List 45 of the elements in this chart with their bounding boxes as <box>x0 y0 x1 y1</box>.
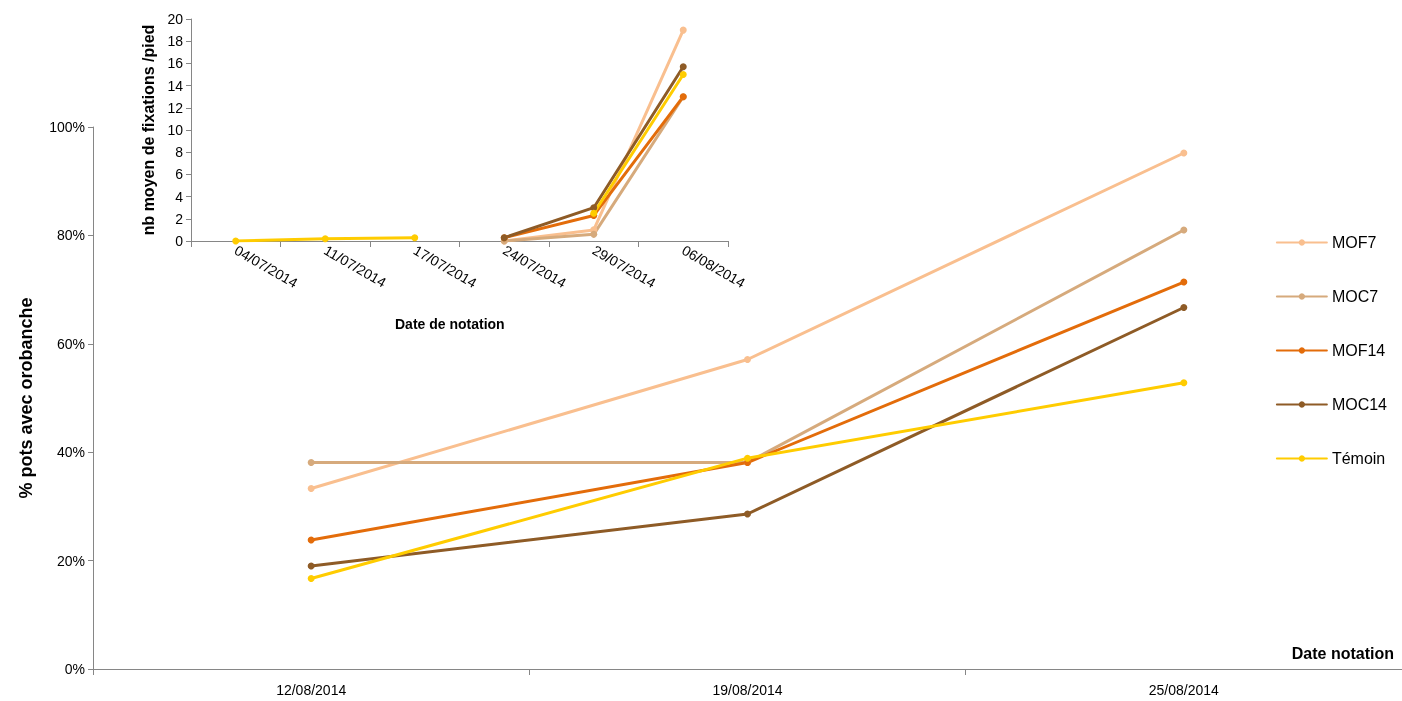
y-tick-label: 0 <box>175 233 184 249</box>
point <box>744 510 751 518</box>
point <box>321 235 329 243</box>
legend-label: MOC7 <box>1331 288 1379 305</box>
x-tick-label: 12/08/2014 <box>276 682 347 698</box>
point <box>1180 303 1188 311</box>
y-tick-label: 16 <box>167 55 184 72</box>
y-axis-title: % pots avec orobanche <box>16 297 36 499</box>
point <box>307 485 315 493</box>
legend-label: MOF14 <box>1331 342 1386 359</box>
y-tick-label: 100% <box>49 119 85 135</box>
y-tick-label: 2 <box>175 210 184 227</box>
legend-label: MOC14 <box>1331 396 1388 413</box>
y-tick-label: 80% <box>56 227 85 244</box>
point <box>679 26 687 34</box>
y-tick-label: 20 <box>167 11 184 27</box>
y-tick-label: 18 <box>167 33 184 50</box>
y-tick-label: 40% <box>56 444 85 461</box>
point <box>1180 379 1188 387</box>
y-tick-label: 12 <box>167 99 184 116</box>
x-axis-title: Date de notation <box>395 316 505 332</box>
point <box>679 71 687 78</box>
y-tick-label: 8 <box>175 144 184 161</box>
x-tick-label: 19/08/2014 <box>712 682 783 698</box>
y-tick-label: 14 <box>167 77 184 94</box>
point <box>1180 226 1188 234</box>
y-tick-label: 20% <box>56 552 85 569</box>
y-tick-label: 0% <box>64 661 85 677</box>
y-tick-label: 4 <box>175 188 184 205</box>
point <box>232 237 240 245</box>
point <box>744 356 751 364</box>
x-tick-label: 25/08/2014 <box>1148 682 1220 698</box>
y-tick-label: 60% <box>56 335 85 352</box>
legend-label: Témoin <box>1331 450 1386 467</box>
point <box>744 454 751 462</box>
y-tick-label: 6 <box>175 166 184 183</box>
point <box>307 574 315 582</box>
x-axis-title: Date notation <box>1291 644 1394 662</box>
y-axis-title: nb moyen de fixations /pied <box>140 24 158 236</box>
point <box>411 234 419 242</box>
point <box>679 63 687 71</box>
y-tick-label: 10 <box>167 122 184 138</box>
point <box>590 230 598 238</box>
legend-label: MOF7 <box>1331 234 1377 251</box>
point <box>307 459 315 466</box>
